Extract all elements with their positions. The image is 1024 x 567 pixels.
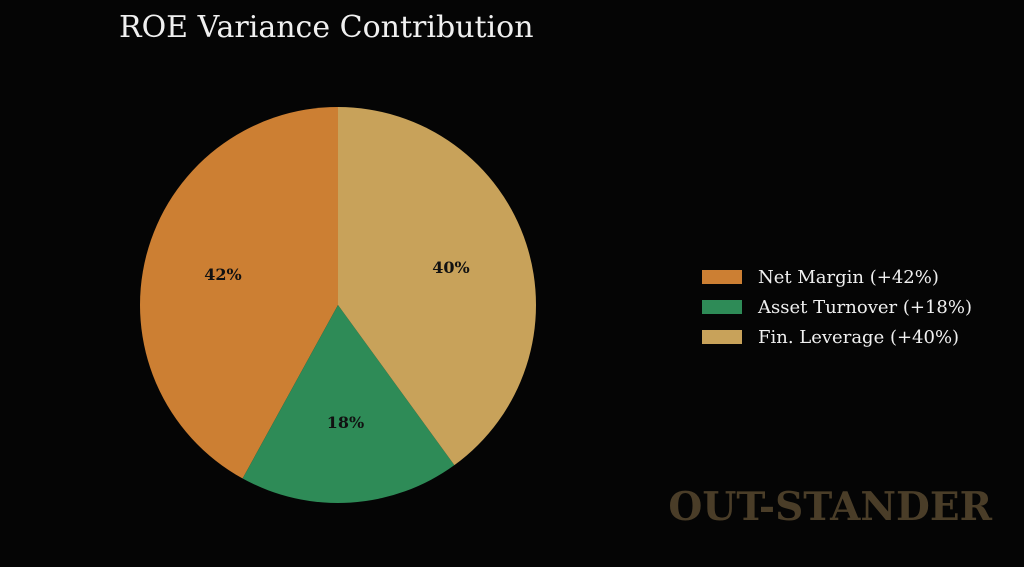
watermark: OUT-STANDER (668, 484, 992, 530)
legend-item-net-margin: Net Margin (+42%) (702, 262, 972, 292)
legend-swatch (702, 300, 742, 314)
slice-percent-label: 42% (204, 265, 241, 284)
legend-item-asset-turnover: Asset Turnover (+18%) (702, 292, 972, 322)
chart-legend: Net Margin (+42%) Asset Turnover (+18%) … (702, 262, 972, 352)
pie-slice-net-margin (139, 107, 338, 479)
legend-swatch (702, 270, 742, 284)
slice-percent-label: 18% (327, 413, 364, 432)
legend-swatch (702, 330, 742, 344)
legend-item-fin-leverage: Fin. Leverage (+40%) (702, 322, 972, 352)
legend-label: Asset Turnover (+18%) (758, 296, 972, 318)
chart-title: ROE Variance Contribution (119, 10, 534, 45)
pie-slice-fin-leverage (338, 107, 536, 466)
legend-label: Fin. Leverage (+40%) (758, 326, 960, 348)
legend-label: Net Margin (+42%) (758, 266, 939, 288)
slice-percent-label: 40% (432, 258, 469, 277)
pie-slice-asset-turnover (242, 305, 455, 503)
